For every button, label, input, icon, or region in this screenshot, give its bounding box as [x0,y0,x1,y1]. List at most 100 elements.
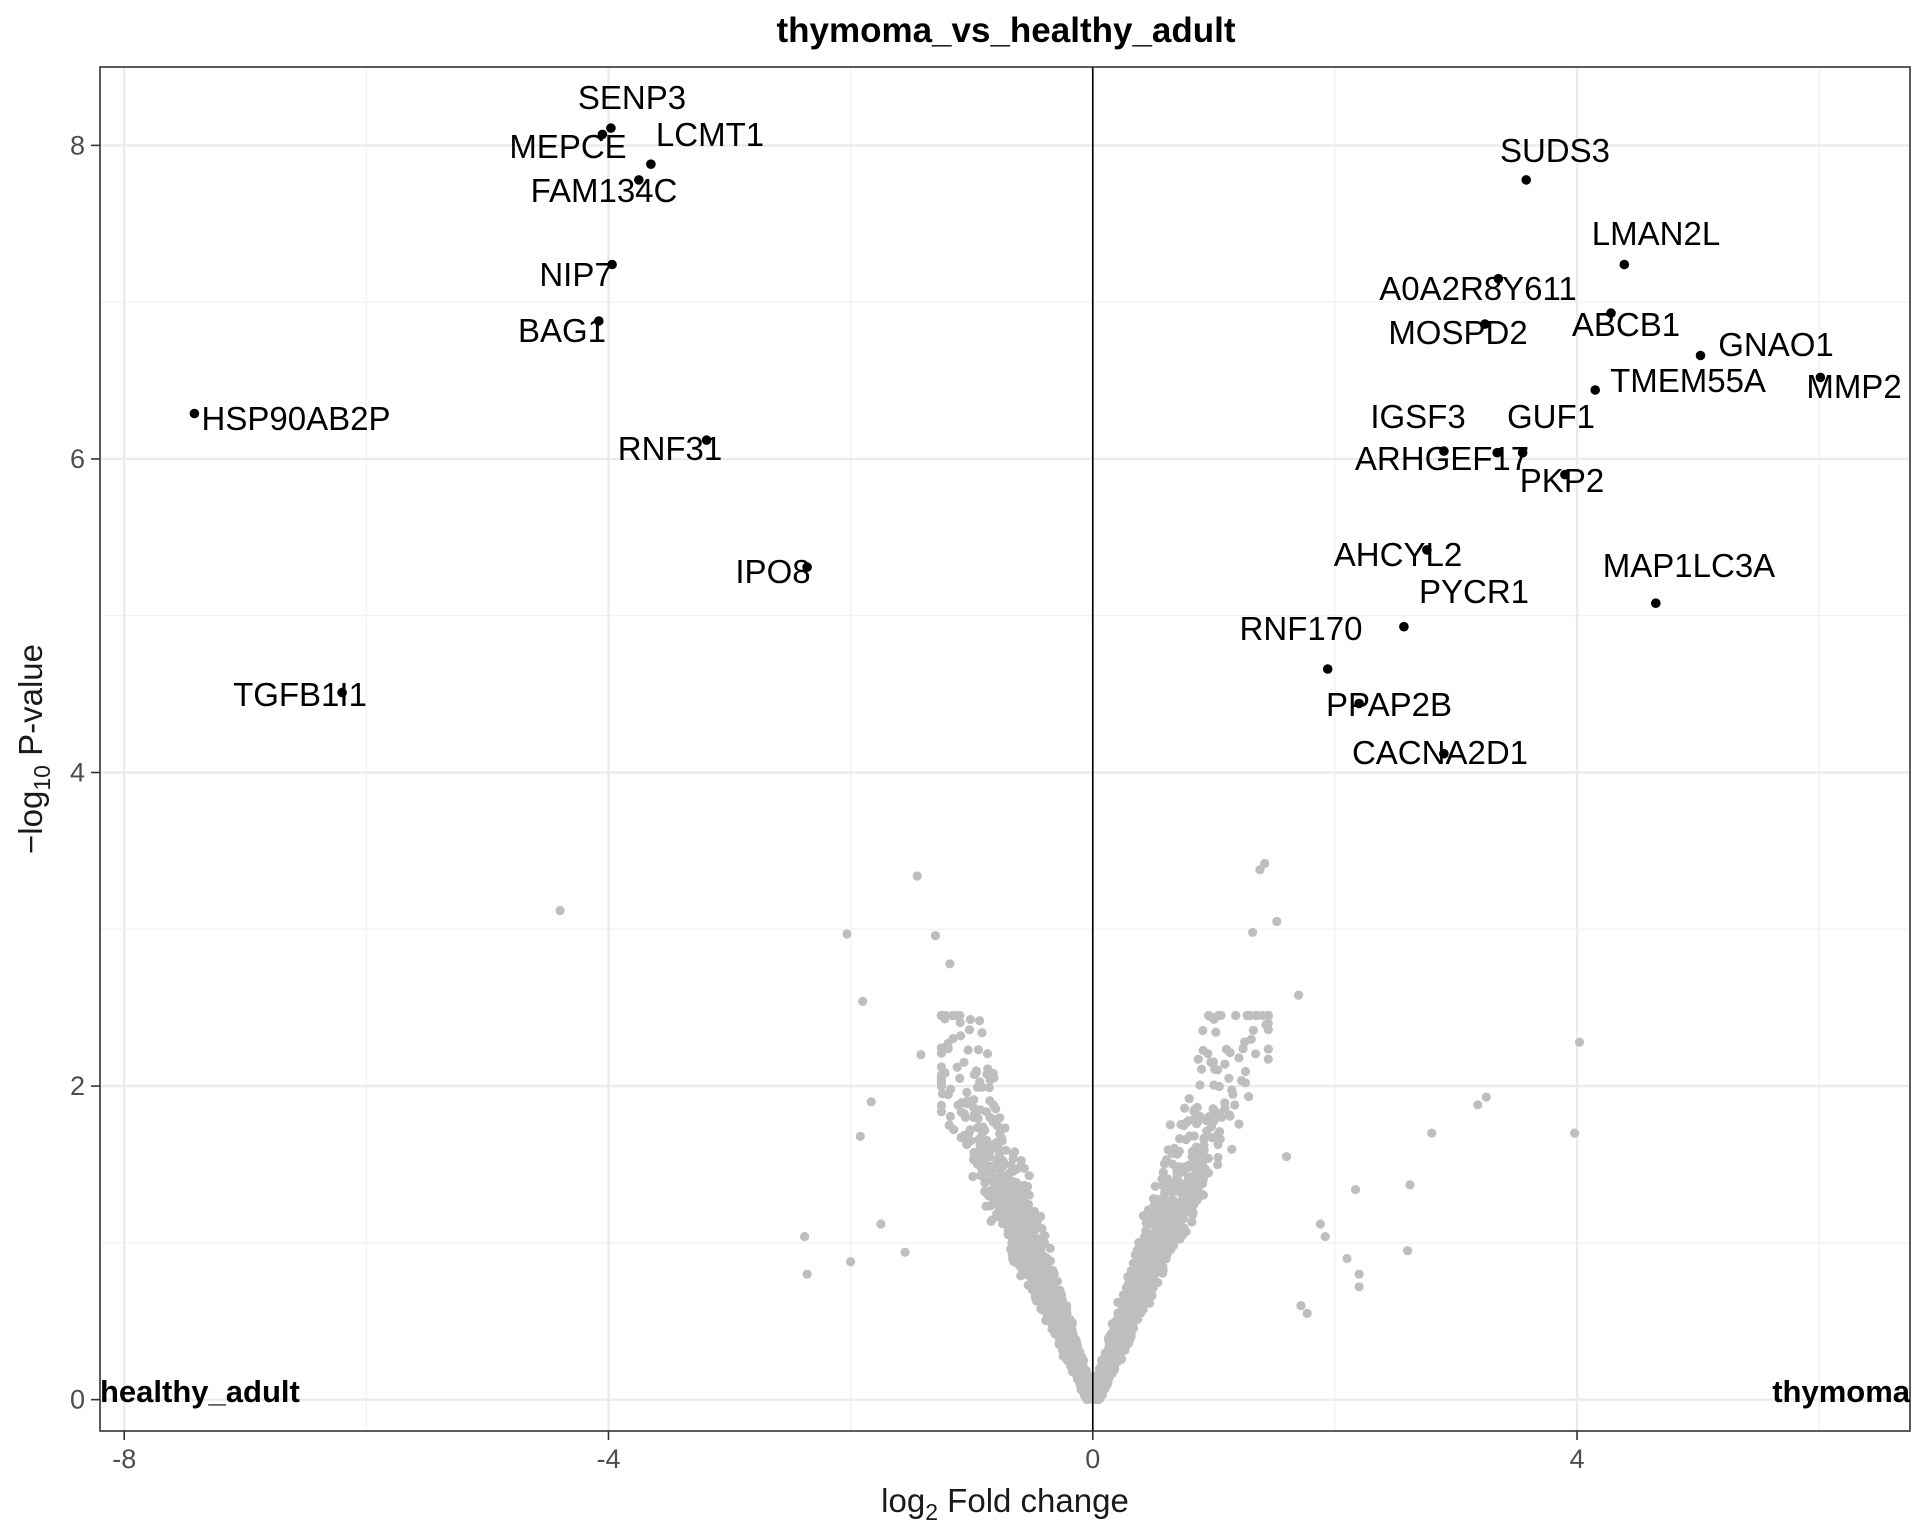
nonsignificant-point [802,1269,812,1279]
nonsignificant-point [1029,1206,1039,1216]
significant-point [1517,447,1528,458]
nonsignificant-point [1177,1164,1187,1174]
nonsignificant-point [1174,1217,1184,1227]
nonsignificant-point [1263,1044,1273,1054]
nonsignificant-point [1113,1297,1123,1307]
nonsignificant-point [1006,1160,1016,1170]
nonsignificant-point [1238,1044,1248,1054]
nonsignificant-point [1214,1081,1224,1092]
nonsignificant-point [972,1123,983,1133]
nonsignificant-point [1243,1010,1253,1021]
nonsignificant-point [1116,1344,1126,1354]
nonsignificant-point [1199,1133,1209,1143]
significant-point [1695,350,1706,361]
nonsignificant-point [1092,1378,1102,1388]
nonsignificant-point [1176,1119,1186,1130]
nonsignificant-point [1215,1127,1225,1137]
nonsignificant-point [984,1083,994,1093]
nonsignificant-point [1189,1131,1199,1141]
nonsignificant-point [1133,1314,1143,1324]
nonsignificant-point [1079,1369,1089,1379]
nonsignificant-point [988,1186,999,1196]
nonsignificant-point [1207,1133,1217,1143]
nonsignificant-point [1206,1057,1216,1067]
nonsignificant-point [930,931,941,941]
nonsignificant-point [1473,1100,1483,1110]
significant-point [1480,319,1490,329]
nonsignificant-point [980,1178,990,1188]
nonsignificant-point [936,1070,947,1080]
significant-point [1493,273,1504,284]
nonsignificant-point [1144,1298,1155,1308]
nonsignificant-point [1234,1053,1244,1063]
nonsignificant-point [1016,1224,1026,1235]
nonsignificant-point [1197,1189,1207,1199]
gene-label: LCMT1 [656,116,764,153]
significant-point [1815,372,1826,383]
nonsignificant-point [1296,1301,1306,1311]
nonsignificant-point [976,1132,986,1143]
nonsignificant-point [1000,1123,1010,1133]
nonsignificant-point [1191,1170,1201,1180]
nonsignificant-point [1263,1025,1273,1035]
gene-label: MOSPD2 [1388,314,1527,351]
nonsignificant-point [969,1155,979,1165]
nonsignificant-point [973,1045,984,1055]
nonsignificant-point [1033,1262,1043,1272]
gene-label: HSP90AB2P [202,400,391,437]
nonsignificant-point [949,1125,959,1135]
gene-label: TMEM55A [1610,362,1766,399]
nonsignificant-point [983,1138,993,1149]
nonsignificant-point [962,1087,972,1097]
gene-label: SENP3 [578,79,686,116]
nonsignificant-point [1187,1217,1197,1227]
nonsignificant-point [1140,1263,1150,1273]
significant-point [634,175,644,185]
chart-title: thymoma_vs_healthy_adult [776,11,1235,50]
nonsignificant-point [1272,916,1282,927]
gene-label: PPAP2B [1326,686,1452,723]
nonsignificant-point [1106,1355,1116,1365]
nonsignificant-point [1281,1152,1292,1162]
nonsignificant-point [1033,1215,1043,1225]
significant-point [701,435,712,445]
nonsignificant-point [1004,1168,1014,1178]
nonsignificant-point [1240,1066,1251,1077]
nonsignificant-point [1260,858,1270,869]
nonsignificant-point [1405,1180,1415,1190]
nonsignificant-point [1188,1210,1198,1220]
nonsignificant-point [912,871,922,881]
gene-label: MMP2 [1806,368,1901,405]
nonsignificant-point [963,1045,973,1055]
nonsignificant-point [985,1201,995,1211]
nonsignificant-point [1263,1054,1273,1064]
nonsignificant-point [1220,1059,1230,1069]
nonsignificant-point [1141,1291,1151,1301]
nonsignificant-point [1240,1078,1251,1088]
nonsignificant-point [1111,1323,1121,1333]
nonsignificant-point [1006,1244,1016,1254]
gene-label: BAG1 [518,312,606,349]
nonsignificant-point [1123,1285,1133,1295]
nonsignificant-point [1193,1054,1203,1064]
nonsignificant-point [1010,1257,1021,1267]
nonsignificant-point [1213,1139,1223,1150]
corner-label-thymoma: thymoma [1772,1374,1911,1409]
nonsignificant-point [936,1048,947,1058]
nonsignificant-point [998,1219,1008,1229]
nonsignificant-point [1199,1140,1209,1151]
significant-point [802,562,812,572]
nonsignificant-point [800,1232,810,1242]
nonsignificant-point [1184,1094,1194,1104]
nonsignificant-point [1217,1112,1227,1122]
nonsignificant-point [1255,865,1265,875]
nonsignificant-point [956,1031,966,1041]
nonsignificant-point [1042,1301,1052,1311]
nonsignificant-point [977,1082,987,1092]
significant-point [337,687,347,698]
nonsignificant-point [1350,1185,1361,1195]
significant-point [1439,748,1449,759]
nonsignificant-point [1157,1174,1167,1184]
significant-point [1619,259,1630,270]
nonsignificant-point [1095,1389,1105,1399]
